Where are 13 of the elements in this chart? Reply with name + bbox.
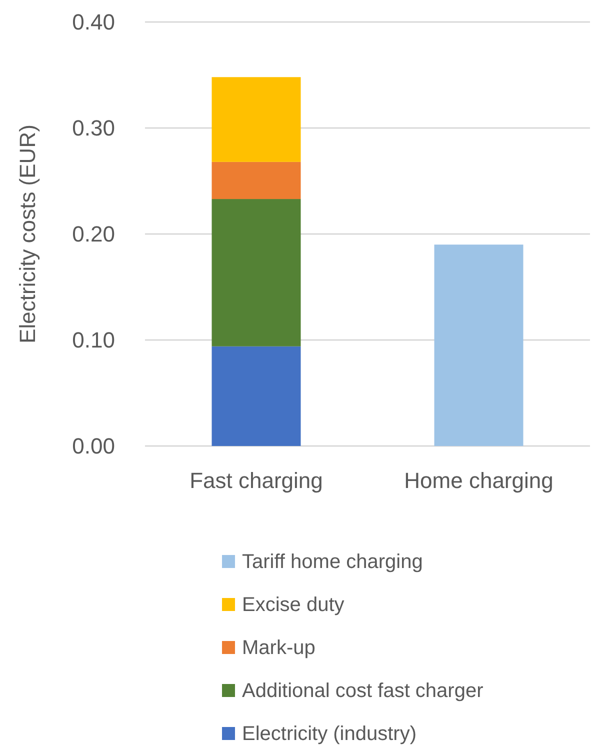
y-axis-title: Electricity costs (EUR) bbox=[15, 124, 40, 344]
y-tick-label: 0.10 bbox=[72, 328, 115, 353]
legend-label: Excise duty bbox=[242, 594, 344, 616]
y-tick-label: 0.30 bbox=[72, 116, 115, 141]
legend-label: Tariff home charging bbox=[242, 551, 423, 573]
legend-label: Mark-up bbox=[242, 637, 316, 659]
y-tick-label: 0.20 bbox=[72, 222, 115, 247]
x-tick-label: Home charging bbox=[404, 468, 554, 493]
legend-label: Electricity (industry) bbox=[242, 723, 416, 745]
y-tick-label: 0.40 bbox=[72, 10, 115, 35]
x-tick-label: Fast charging bbox=[190, 468, 323, 493]
y-tick-label: 0.00 bbox=[72, 434, 115, 459]
legend-label: Additional cost fast charger bbox=[242, 680, 484, 702]
